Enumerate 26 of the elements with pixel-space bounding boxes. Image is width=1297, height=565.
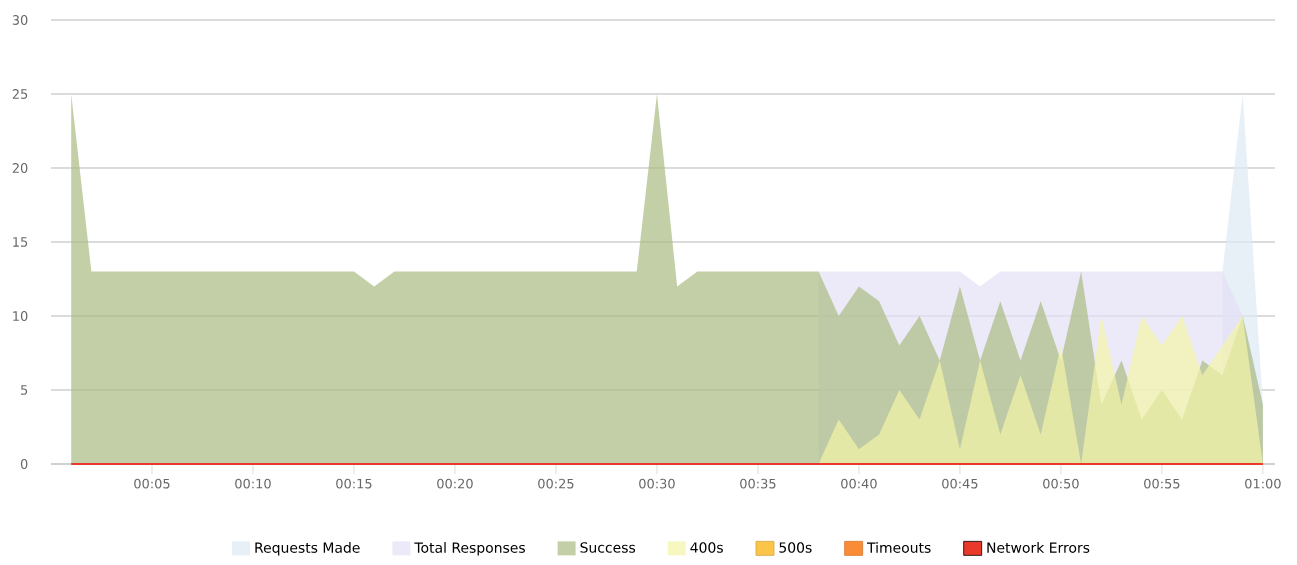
legend-label: 500s [779,542,812,553]
x-tick-label: 00:20 [437,478,473,489]
legend-label: Network Errors [987,542,1090,553]
x-tick-label: 00:40 [841,478,877,489]
x-tick-label: 00:05 [134,478,170,489]
y-tick-label: 30 [12,15,28,25]
y-tick-label: 5 [21,385,28,395]
y-tick-label: 20 [12,163,28,173]
legend-label: 400s [690,542,723,553]
x-tick-label: 00:50 [1043,478,1079,489]
y-tick-label: 15 [13,237,28,247]
legend-label: Timeouts [867,542,931,553]
x-tick-label: 00:30 [639,478,675,489]
legend-label: Total Responses [414,542,525,556]
x-tick-label: 00:25 [538,478,574,489]
x-tick-label: 00:45 [942,478,978,489]
legend-label: Requests Made [255,542,360,556]
x-tick-label: 01:00 [1245,478,1281,489]
y-tick-label: 25 [12,89,28,99]
y-tick-label: 0 [20,459,28,469]
x-tick-label: 00:10 [235,478,271,489]
y-tick-label: 10 [13,311,28,321]
x-tick-label: 00:15 [336,478,372,489]
x-tick-label: 00:55 [1144,478,1180,489]
legend-label: Success [580,542,636,553]
x-tick-label: 00:35 [740,478,776,489]
